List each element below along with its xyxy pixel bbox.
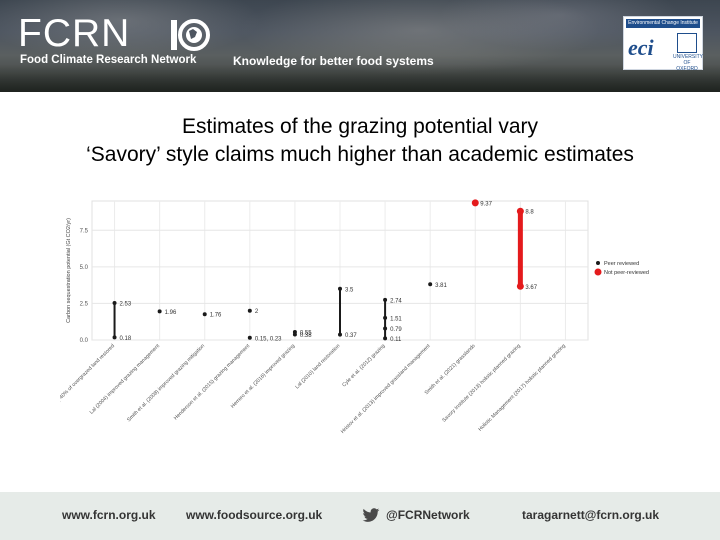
legend-label: Not peer-reviewed <box>604 270 649 276</box>
data-label: 1.76 <box>210 313 222 319</box>
header-banner: FCRN Food Climate Research Network Knowl… <box>0 0 720 92</box>
data-point <box>383 336 388 341</box>
oxford-crest-icon <box>677 33 697 53</box>
data-label: 8.8 <box>525 210 534 216</box>
footer: www.fcrn.org.uk www.foodsource.org.uk @F… <box>0 492 720 540</box>
eci-logo: eci <box>628 35 654 60</box>
data-point <box>383 315 388 320</box>
y-tick-label: 2.5 <box>80 301 89 307</box>
twitter-icon <box>362 508 380 522</box>
footer-twitter-handle[interactable]: @FCRNetwork <box>386 508 470 522</box>
data-label: 0.15, 0.23 <box>255 336 282 342</box>
data-point <box>112 335 117 340</box>
y-tick-label: 7.5 <box>80 228 89 234</box>
data-label: 0.79 <box>390 327 402 333</box>
data-label: 9.37 <box>480 201 492 207</box>
data-point <box>471 199 479 207</box>
y-tick-label: 5.0 <box>80 265 89 271</box>
title-line-1: Estimates of the grazing potential vary <box>181 115 538 138</box>
data-point <box>428 282 433 287</box>
data-point <box>247 308 252 313</box>
data-point <box>112 300 117 305</box>
legend-marker <box>596 261 600 265</box>
x-tick-label: Lal (2004) improved grazing management <box>89 343 162 416</box>
data-point <box>202 312 207 317</box>
x-tick-label: Smith et al. (2008) improved grazing mit… <box>126 343 206 423</box>
data-point <box>516 282 524 290</box>
footer-email[interactable]: taragarnett@fcrn.org.uk <box>522 508 660 522</box>
y-axis-title: Carbon sequestration potential (Gt CO2/y… <box>66 218 72 323</box>
header-background-image <box>0 0 720 92</box>
data-point <box>157 309 162 314</box>
data-label: 2 <box>255 309 259 315</box>
oxford-text: UNIVERSITY OF OXFORD <box>673 54 704 72</box>
tagline: Knowledge for better food systems <box>233 54 434 68</box>
footer-link-fcrn[interactable]: www.fcrn.org.uk <box>62 508 156 522</box>
fcrn-logo: FCRN <box>18 12 131 55</box>
scatter-chart: 0.0 2.5 5.0 7.5 Carbon sequestration potenti… <box>60 199 649 444</box>
data-point <box>383 297 388 302</box>
data-label: 2.74 <box>390 298 402 304</box>
data-label: 0.37 <box>345 333 357 339</box>
x-tick-label: Savory Institute (2013) holistic planned… <box>441 343 522 424</box>
data-point <box>292 332 297 337</box>
eci-logo-box: Environmental Change Institute eci UNIVE… <box>623 16 704 72</box>
x-tick-label: Lal (2010) land restoration <box>294 343 341 390</box>
x-tick-label: Henderson et al. (2015) grazing manageme… <box>173 343 252 422</box>
data-label: 3.67 <box>525 285 537 291</box>
data-point <box>338 286 342 291</box>
chart-container: 0.0 2.5 5.0 7.5 Carbon sequestration potenti… <box>60 193 670 463</box>
data-point <box>247 335 252 340</box>
x-tick-label: Cyle et al. (2012) grazing <box>341 343 386 388</box>
data-label: 3.81 <box>435 283 447 289</box>
globe-icon <box>171 19 210 51</box>
org-name: Food Climate Research Network <box>20 54 197 66</box>
data-point <box>516 207 524 215</box>
x-tick-label: Holistic Management (2017) holistic plan… <box>477 343 567 433</box>
eci-header-text: Environmental Change Institute <box>626 19 700 28</box>
slide-title: Estimates of the grazing potential vary … <box>0 113 720 169</box>
y-tick-label: 0.0 <box>80 338 89 344</box>
data-label: 1.96 <box>165 310 177 316</box>
data-label: 3.5 <box>345 287 354 293</box>
data-label: 0.55 <box>300 330 312 336</box>
data-label: 0.38 <box>300 333 312 339</box>
x-tick-label: Smith et al. (2021) grasslands <box>424 343 477 396</box>
footer-link-foodsource[interactable]: www.foodsource.org.uk <box>186 508 323 522</box>
data-label: 2.53 <box>120 301 132 307</box>
legend-marker <box>594 268 602 276</box>
data-label: 1.51 <box>390 316 402 322</box>
data-label: 0.11 <box>390 337 402 343</box>
x-tick-label: Hristov et al. (2013) improved grassland… <box>340 343 432 435</box>
data-label: 0.18 <box>120 336 132 342</box>
legend-label: Peer reviewed <box>604 261 639 267</box>
data-point <box>338 332 342 337</box>
data-point <box>383 326 388 331</box>
title-line-2: ‘Savory’ style claims much higher than a… <box>86 143 634 166</box>
